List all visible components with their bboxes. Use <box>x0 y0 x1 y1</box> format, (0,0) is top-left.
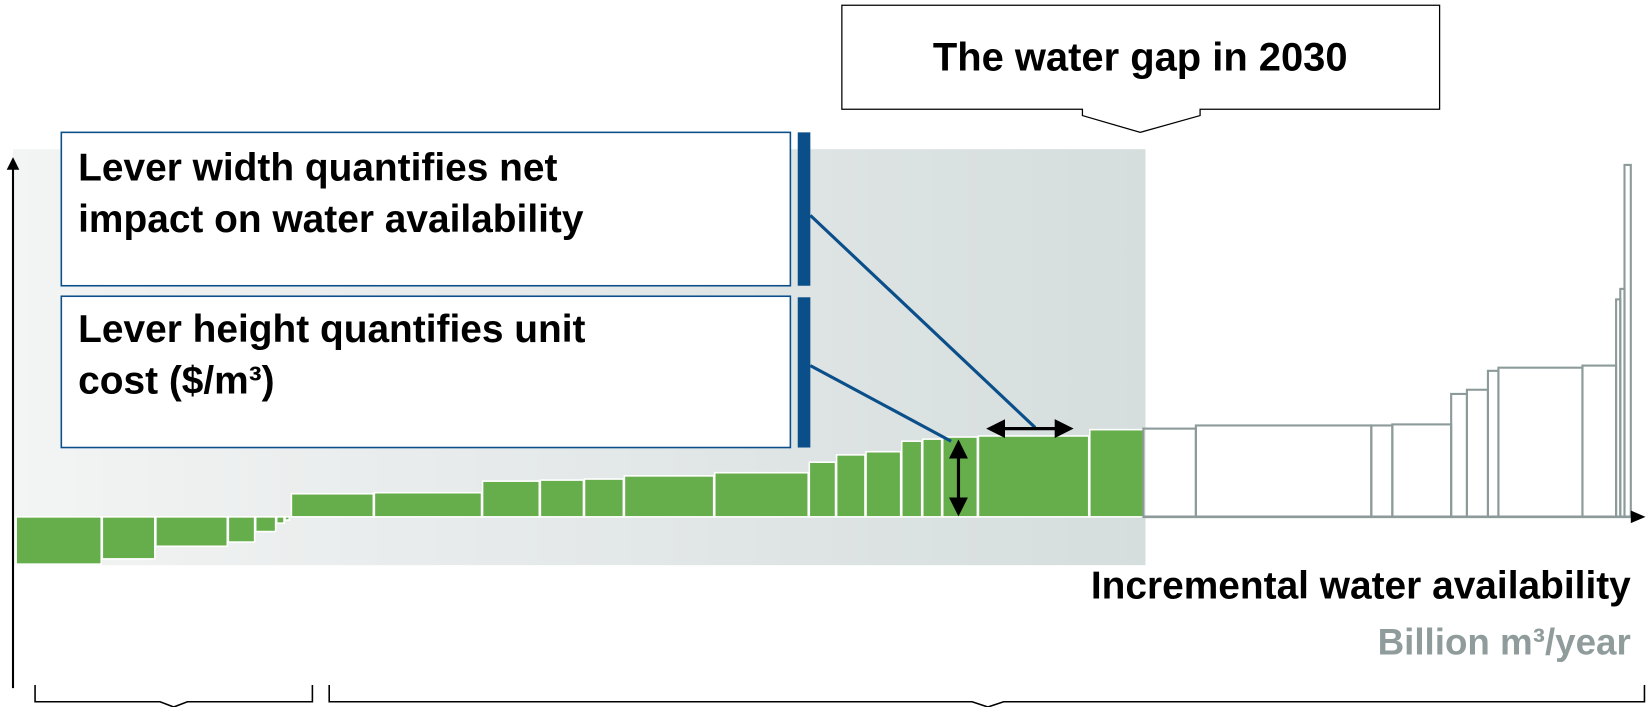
leader-line <box>809 364 952 443</box>
height-note-box <box>60 295 792 449</box>
height-note-line: cost ($/m³) <box>78 360 274 403</box>
lever-outline <box>1370 424 1394 518</box>
title-callout <box>841 4 1441 134</box>
x-axis-arrow <box>1630 510 1646 524</box>
lever-bar <box>713 471 810 518</box>
lever-bar <box>865 450 902 518</box>
lever-bar <box>275 516 285 524</box>
lever-outline <box>1486 369 1500 518</box>
lever-bar <box>977 435 1090 518</box>
lever-outline <box>1450 392 1468 518</box>
lever-bar <box>583 478 625 518</box>
x-axis-unit: Billion m³/year <box>1378 622 1631 663</box>
lever-bar <box>835 454 866 518</box>
lever-outline <box>1581 364 1618 518</box>
width-note-line: impact on water availability <box>78 198 584 241</box>
callout-title: The water gap in 2030 <box>933 35 1348 79</box>
lever-bar <box>101 516 156 560</box>
lever-outline <box>1194 424 1373 518</box>
lever-outline <box>1142 427 1197 518</box>
blue-bar <box>797 297 811 448</box>
x-axis-label: Incremental water availability <box>1091 565 1631 608</box>
height-note-line: Lever height quantifies unit <box>78 308 585 351</box>
bracket <box>328 684 1646 707</box>
leader-line <box>809 214 1037 429</box>
lever-bar <box>623 475 715 518</box>
lever-bar <box>481 480 541 518</box>
lever-bar <box>808 461 837 518</box>
lever-outline <box>1497 366 1584 518</box>
lever-bar <box>155 516 229 548</box>
lever-bar <box>290 492 375 518</box>
bracket <box>34 684 314 707</box>
lever-bar <box>900 440 923 518</box>
lever-bar <box>1088 428 1145 518</box>
lever-bar <box>373 491 483 518</box>
lever-outline <box>1391 423 1453 518</box>
width-note-line: Lever width quantifies net <box>78 146 557 189</box>
lever-bar <box>284 516 291 521</box>
bars <box>15 163 1632 565</box>
lever-bar <box>15 516 103 565</box>
lever-outline <box>1465 388 1489 518</box>
lever-bar <box>227 516 256 543</box>
blue-bar <box>797 132 811 286</box>
lever-bar <box>921 438 943 518</box>
lever-bar <box>254 516 277 533</box>
lever-outline <box>1623 163 1632 518</box>
lever-bar <box>539 479 585 518</box>
width-note-box <box>60 131 792 287</box>
